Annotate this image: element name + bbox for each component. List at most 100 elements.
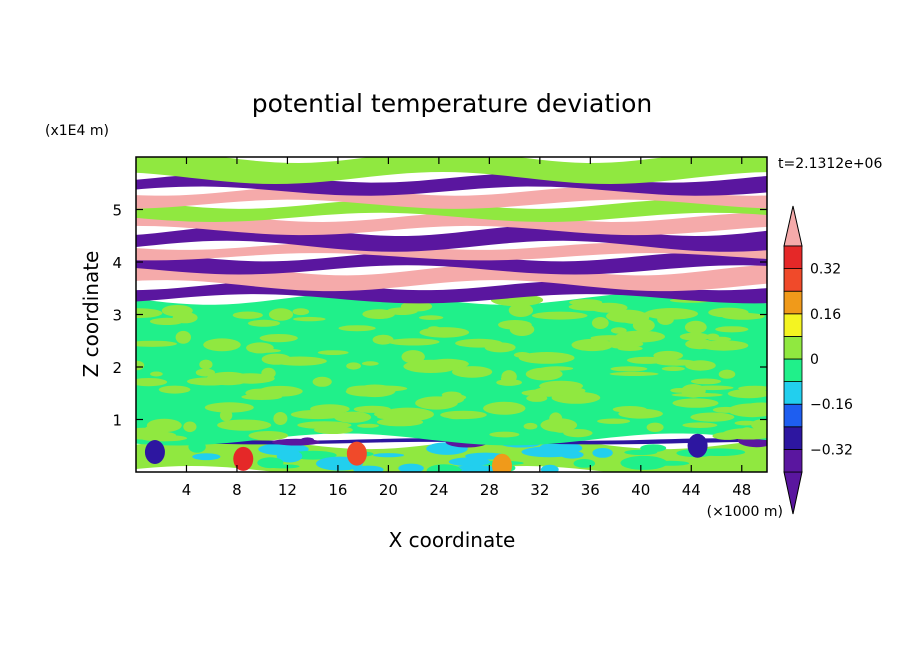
contour-patch	[682, 422, 718, 429]
contour-patch	[569, 299, 603, 306]
x-tick-label: 12	[278, 481, 297, 499]
contour-patch	[338, 325, 376, 332]
time-label: t=2.1312e+06	[778, 156, 882, 172]
contour-patch	[136, 378, 168, 387]
contour-patch	[353, 465, 384, 472]
contour-patch	[183, 421, 197, 433]
contour-patch	[739, 427, 755, 440]
contour-patch	[372, 334, 394, 345]
contour-patch	[334, 411, 372, 423]
contour-patch	[756, 403, 767, 409]
contour-patch	[136, 431, 177, 440]
colorbar-label: 0	[810, 352, 819, 368]
contour-patch	[386, 307, 418, 316]
contour-patch	[526, 394, 548, 402]
contour-patch	[192, 453, 221, 461]
contour-patch	[661, 366, 685, 372]
contour-patch	[401, 350, 425, 364]
contour-patch	[273, 412, 288, 425]
contour-patch	[441, 391, 462, 399]
contour-patch	[161, 305, 193, 317]
contour-patch	[461, 465, 497, 472]
contour-patch	[489, 431, 520, 438]
contour-patch	[136, 340, 177, 347]
contour-patch	[708, 307, 749, 318]
contour-patch	[734, 420, 758, 426]
contour-patch	[136, 360, 145, 371]
contour-patch	[496, 405, 521, 411]
contour-patch	[297, 421, 352, 429]
contour-patch	[448, 457, 491, 467]
x-tick-label: 4	[182, 481, 192, 499]
contour-patch	[292, 308, 310, 316]
contour-patch	[679, 332, 710, 341]
contour-patch	[711, 336, 732, 342]
colorbar-label: 0.16	[810, 307, 841, 323]
contour-patch	[440, 410, 487, 420]
contour-patch	[300, 437, 315, 443]
contour-patch	[614, 340, 644, 348]
contour-patch	[206, 371, 250, 386]
contour-patch	[624, 449, 658, 456]
contour-patch	[671, 392, 723, 397]
contour-patch	[257, 385, 303, 397]
contour-patch	[357, 423, 379, 428]
contour-patch	[248, 431, 289, 441]
contour-patch	[501, 370, 517, 384]
contour-patch	[451, 366, 493, 378]
contour-patch	[518, 352, 575, 364]
contour-patch	[403, 359, 459, 373]
contour-patch	[672, 398, 719, 408]
contour-hotspot	[491, 453, 512, 472]
contour-band	[136, 252, 767, 275]
contour-patch	[373, 453, 405, 458]
contour-patch	[290, 409, 345, 420]
contour-patch	[293, 316, 326, 322]
contour-patch	[539, 380, 583, 392]
contour-hotspot	[346, 441, 367, 466]
colorbar-segment	[783, 448, 803, 473]
x-tick-label: 48	[732, 481, 751, 499]
contour-patch	[509, 323, 535, 336]
contour-patch	[563, 429, 593, 438]
colorbar-segment	[783, 358, 803, 383]
x-axis-ticks: 4 8 12 16 20 24 28 32 36 40 44 48	[182, 157, 751, 499]
colorbar-segment	[783, 268, 803, 292]
colorbar-segment	[783, 245, 803, 270]
contour-patch	[247, 319, 281, 327]
contour-patch	[684, 320, 707, 334]
contour-band	[136, 199, 767, 222]
contour-patch	[591, 317, 609, 329]
x-tick-label: 40	[631, 481, 650, 499]
colorbar-over-triangle	[783, 205, 803, 247]
contour-patch	[712, 406, 740, 413]
y-axis-ticks: 1 2 3 4 5	[112, 202, 767, 430]
contour-patch	[615, 330, 665, 343]
contour-patch	[361, 385, 408, 392]
contour-field	[136, 157, 767, 472]
y-tick-label: 4	[112, 254, 122, 272]
contour-patch	[612, 406, 647, 413]
contour-patch	[610, 327, 627, 334]
colorbar-under-triangle	[783, 471, 803, 515]
contour-patch	[195, 368, 215, 377]
contour-patch	[136, 308, 163, 318]
contour-patch	[620, 455, 668, 470]
contour-patch	[204, 402, 254, 413]
contour-patch	[276, 449, 303, 463]
colorbar-segment	[783, 313, 803, 337]
contour-patch	[175, 330, 191, 344]
contour-patch	[261, 367, 276, 379]
contour-patch	[259, 334, 298, 343]
contour-patch	[419, 327, 470, 338]
contour-patch	[346, 362, 361, 370]
contour-patch	[571, 338, 614, 352]
contour-hotspot	[687, 433, 708, 458]
colorbar-segment	[783, 290, 803, 315]
y-tick-label: 1	[112, 412, 122, 430]
contour-patch	[398, 463, 424, 472]
contour-patch	[268, 308, 294, 321]
x-tick-label: 32	[530, 481, 549, 499]
contour-patch	[540, 418, 578, 432]
colorbar: 0.32 0.16 0 −0.16 −0.32	[783, 205, 853, 515]
